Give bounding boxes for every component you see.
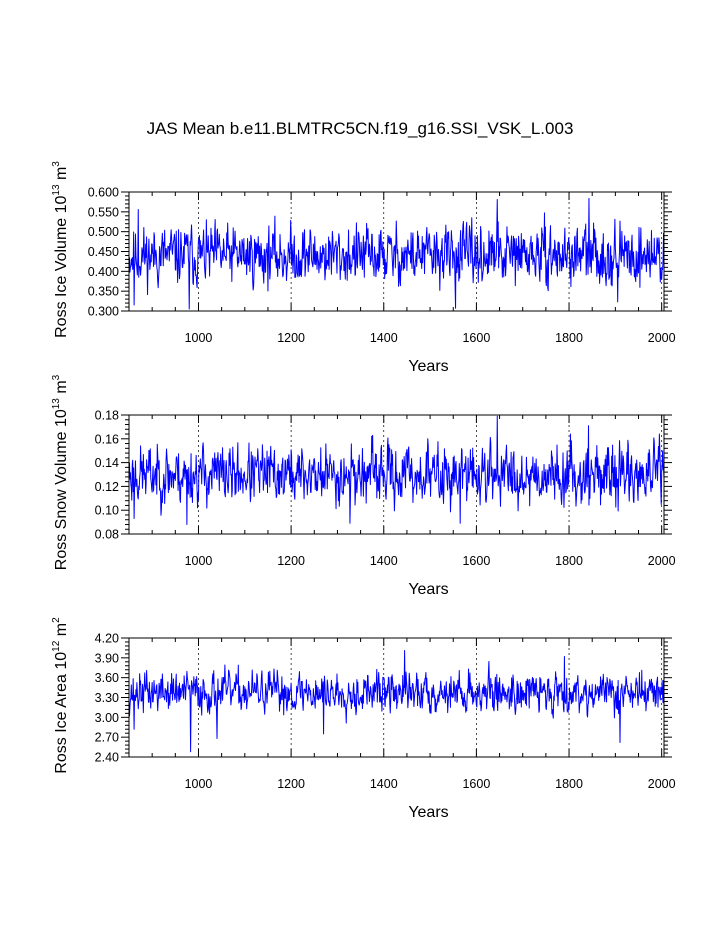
y-axis-label: Ross Ice Volume 1013 m3 <box>51 161 70 338</box>
x-tick-label: 1000 <box>185 554 213 568</box>
y-tick-label: 0.16 <box>95 432 119 446</box>
x-tick-label: 1600 <box>462 331 490 345</box>
y-tick-label: 0.300 <box>88 305 119 319</box>
y-axis-label: Ross Ice Area 1012 m2 <box>51 617 70 774</box>
y-tick-label: 3.00 <box>95 711 119 725</box>
x-tick-label: 1400 <box>370 331 398 345</box>
x-tick-label: 1800 <box>555 777 583 791</box>
panel-ice-volume: 1000 1200 1400 1600 1800 2000 0.300 0.350 0.400 0… <box>51 161 676 375</box>
x-axis-label: Years <box>408 358 448 375</box>
x-tick-label: 2000 <box>648 777 676 791</box>
series-line <box>128 197 665 310</box>
x-axis-label: Years <box>408 581 448 598</box>
panels: 1000 1200 1400 1600 1800 2000 0.300 0.350 0.400 0… <box>51 161 676 821</box>
series-line <box>128 415 665 525</box>
x-axis-label: Years <box>408 804 448 821</box>
x-tick-label: 1200 <box>277 554 305 568</box>
y-tick-label: 0.08 <box>95 528 119 542</box>
panel-snow-volume: 1000 1200 1400 1600 1800 2000 0.08 0.10 0.12 0.14… <box>51 374 676 598</box>
y-tick-label: 4.20 <box>95 632 119 646</box>
plot-frame <box>128 414 665 535</box>
y-tick-label: 3.60 <box>95 671 119 685</box>
y-tick-label: 2.70 <box>95 731 119 745</box>
panel-ice-area: 1000 1200 1400 1600 1800 2000 2.40 2.70 3.00 3.30… <box>51 617 676 821</box>
y-tick-label: 3.90 <box>95 651 119 665</box>
x-tick-label: 1800 <box>555 331 583 345</box>
y-tick-label: 0.400 <box>88 265 119 279</box>
x-tick-label: 1400 <box>370 777 398 791</box>
x-tick-label: 1000 <box>185 331 213 345</box>
y-tick-label: 0.500 <box>88 225 119 239</box>
chart-title: JAS Mean b.e11.BLMTRC5CN.f19_g16.SSI_VSK… <box>147 119 574 138</box>
x-tick-label: 1400 <box>370 554 398 568</box>
y-axis-label: Ross Snow Volume 1013 m3 <box>51 374 70 570</box>
x-tick-label: 1800 <box>555 554 583 568</box>
series-line <box>128 650 665 753</box>
x-tick-label: 1200 <box>277 777 305 791</box>
x-tick-label: 1600 <box>462 777 490 791</box>
y-tick-label: 0.350 <box>88 285 119 299</box>
x-tick-label: 1200 <box>277 331 305 345</box>
y-tick-label: 0.18 <box>95 409 119 423</box>
y-tick-label: 3.30 <box>95 691 119 705</box>
x-tick-label: 2000 <box>648 331 676 345</box>
x-tick-label: 2000 <box>648 554 676 568</box>
x-tick-label: 1000 <box>185 777 213 791</box>
y-tick-label: 0.600 <box>88 186 119 200</box>
y-tick-label: 0.10 <box>95 504 119 518</box>
y-tick-label: 2.40 <box>95 751 119 765</box>
y-tick-label: 0.14 <box>95 456 119 470</box>
y-tick-label: 0.450 <box>88 245 119 259</box>
x-tick-label: 1600 <box>462 554 490 568</box>
y-tick-label: 0.12 <box>95 480 119 494</box>
y-tick-label: 0.550 <box>88 205 119 219</box>
